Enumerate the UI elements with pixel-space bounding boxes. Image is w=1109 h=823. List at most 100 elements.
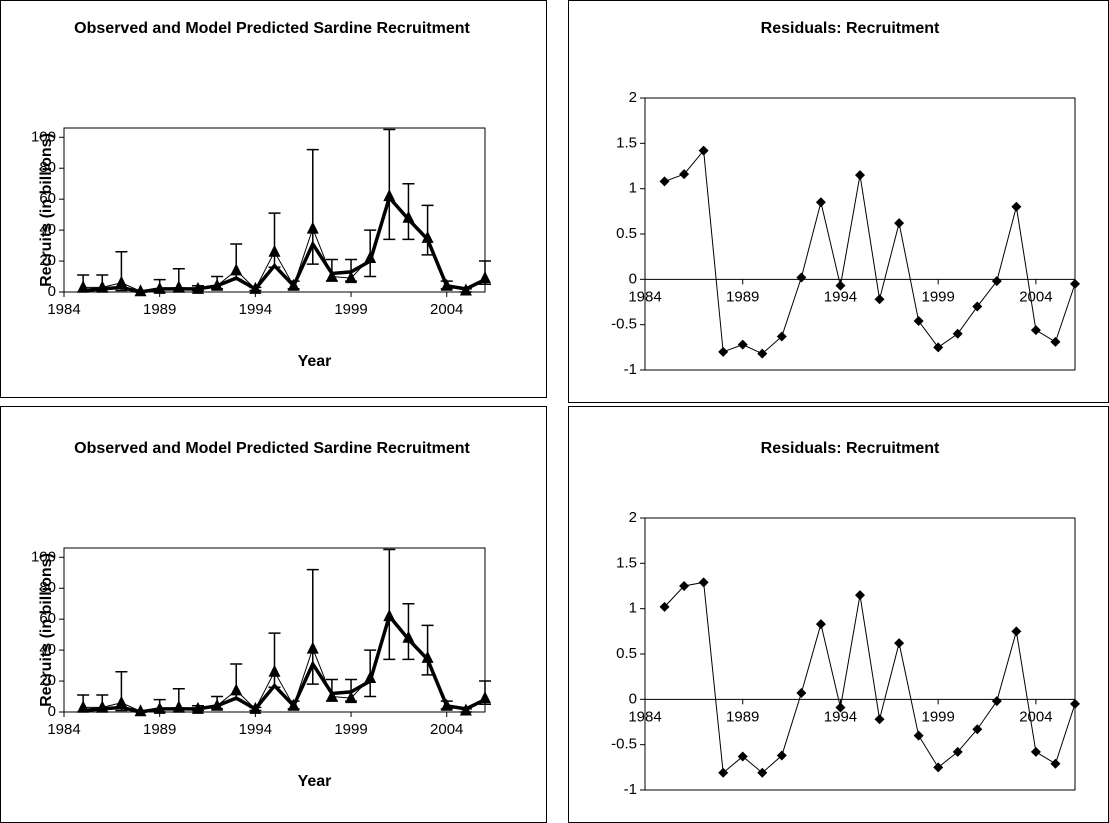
chart-title: Observed and Model Predicted Sardine Rec… — [74, 20, 470, 37]
marker — [874, 294, 885, 305]
marker — [440, 698, 453, 711]
marker — [815, 197, 826, 208]
y-tick-label: 0 — [48, 283, 56, 300]
marker — [835, 280, 846, 291]
marker — [77, 700, 90, 713]
marker — [972, 301, 983, 312]
marker — [737, 751, 748, 762]
marker — [153, 281, 166, 294]
y-tick-label: 2 — [629, 509, 637, 526]
marker — [172, 700, 185, 713]
marker — [933, 762, 944, 773]
chart-title: Observed and Model Predicted Sardine Rec… — [74, 440, 470, 457]
marker — [757, 348, 768, 359]
y-tick-label: -0.5 — [611, 316, 637, 333]
y-tick-label: 0 — [629, 690, 637, 707]
marker — [287, 278, 300, 291]
y-tick-label: 20 — [39, 252, 56, 269]
y-tick-label: 0.5 — [616, 225, 637, 242]
y-tick-label: 80 — [39, 159, 56, 176]
x-tick-label: 1999 — [921, 288, 954, 305]
x-tick-label: 1989 — [143, 721, 176, 738]
x-axis-label: Year — [298, 773, 332, 790]
series-line — [664, 581, 1076, 774]
plot-area — [63, 547, 486, 713]
marker — [191, 701, 204, 714]
error-bar — [383, 548, 396, 661]
error-bar — [268, 212, 281, 268]
predicted-line — [82, 612, 486, 714]
marker — [718, 346, 729, 357]
series-line — [83, 195, 486, 292]
marker — [796, 272, 807, 283]
y-tick-label: -0.5 — [611, 736, 637, 753]
marker — [172, 280, 185, 293]
marker — [913, 730, 924, 741]
marker — [1030, 746, 1041, 757]
y-tick-label: 1 — [629, 600, 637, 617]
marker — [306, 641, 319, 654]
y-tick-label: 2 — [629, 89, 637, 106]
marker — [421, 230, 434, 243]
y-axis-label: Recruits (in billions) — [38, 553, 55, 707]
x-tick-label: 1994 — [824, 708, 857, 725]
marker — [952, 746, 963, 757]
marker — [325, 269, 338, 282]
marker — [211, 278, 224, 291]
y-tick-label: 100 — [31, 548, 56, 565]
marker — [1011, 201, 1022, 212]
marker — [459, 703, 472, 716]
marker — [894, 218, 905, 229]
x-tick-label: 1984 — [47, 301, 80, 318]
x-tick-label: 1989 — [726, 708, 759, 725]
x-tick-label: 2004 — [430, 301, 463, 318]
marker — [440, 278, 453, 291]
marker — [134, 284, 147, 297]
marker — [737, 339, 748, 350]
x-tick-label: 1994 — [239, 721, 272, 738]
x-tick-label: 2004 — [430, 721, 463, 738]
marker — [933, 342, 944, 353]
marker — [1050, 336, 1061, 347]
error-bar — [421, 624, 434, 676]
marker — [134, 704, 147, 717]
marker — [383, 609, 396, 622]
x-tick-label: 1999 — [334, 301, 367, 318]
predicted-line — [82, 194, 486, 294]
marker — [115, 695, 128, 708]
marker — [402, 630, 415, 643]
marker — [479, 691, 491, 704]
marker — [991, 276, 1002, 287]
marker — [991, 696, 1002, 707]
marker — [757, 767, 768, 778]
x-tick-label: 1989 — [143, 301, 176, 318]
y-tick-label: 40 — [39, 641, 56, 658]
marker — [153, 701, 166, 714]
chart-title: Residuals: Recruitment — [760, 440, 940, 457]
plot-area — [63, 127, 486, 293]
marker — [364, 250, 377, 263]
x-tick-label: 1999 — [921, 708, 954, 725]
marker — [421, 650, 434, 663]
y-tick-label: 1.5 — [616, 554, 637, 571]
marker — [345, 691, 358, 704]
marker — [191, 281, 204, 294]
marker — [855, 170, 865, 181]
x-tick-label: 1984 — [628, 288, 661, 305]
y-tick-label: 0 — [48, 703, 56, 720]
marker — [698, 577, 709, 588]
x-tick-label: 1994 — [239, 301, 272, 318]
marker — [952, 328, 963, 339]
y-tick-label: 40 — [39, 221, 56, 238]
x-axis-label: Year — [298, 353, 332, 370]
marker — [776, 331, 787, 342]
marker — [796, 687, 807, 698]
error-bar — [383, 128, 396, 241]
marker — [383, 189, 396, 202]
marker — [1050, 758, 1061, 769]
marker — [306, 221, 319, 234]
x-tick-label: 1999 — [334, 721, 367, 738]
y-tick-label: -1 — [624, 781, 637, 798]
